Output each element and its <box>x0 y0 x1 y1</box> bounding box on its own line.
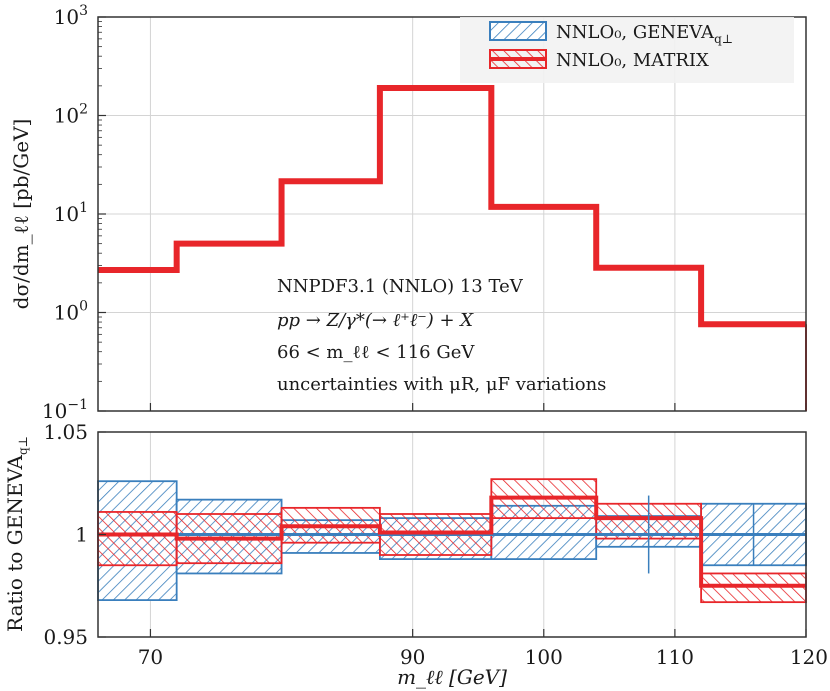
legend-label-geneva: NNLO₀, GENEVAq⊥ <box>556 22 733 46</box>
y-tick-label: 103 <box>54 3 88 29</box>
y-tick-label: 1 <box>75 523 88 547</box>
x-tick-label: 110 <box>656 645 694 669</box>
y-tick-label: 102 <box>54 102 88 128</box>
y-tick-label: 101 <box>54 200 88 226</box>
x-tick-label: 70 <box>138 645 163 669</box>
x-tick-label: 120 <box>790 645 828 669</box>
y-tick-label: 10−1 <box>42 397 88 423</box>
main-panel: 10−1 100 101 102 103 NNLO₀, GENEVAq⊥ NNLO₀, … <box>9 3 807 423</box>
y-tick-label: 100 <box>54 299 88 325</box>
annotation-pdf: NNPDF3.1 (NNLO) 13 TeV <box>277 276 524 297</box>
legend-label-matrix: NNLO₀, MATRIX <box>556 50 709 71</box>
legend: NNLO₀, GENEVAq⊥ NNLO₀, MATRIX <box>460 17 794 83</box>
uncertainty-band-matrix <box>97 511 178 567</box>
ratio-panel: 0.95 1 1.05 70 90 100 110 120 Ratio to GENEVAq… <box>3 420 828 689</box>
annotation-mass-range: 66 < m_ℓℓ < 116 GeV <box>277 342 475 363</box>
x-axis-label: m_ℓℓ [GeV] <box>397 665 507 689</box>
annotations: NNPDF3.1 (NNLO) 13 TeV pp → Z/γ*(→ ℓ⁺ℓ⁻)… <box>277 276 606 395</box>
x-tick-label: 100 <box>525 645 563 669</box>
ratio-line-matrix <box>98 495 806 588</box>
uncertainty-band-matrix <box>700 572 807 604</box>
ratio-y-axis-label: Ratio to GENEVAq⊥ <box>3 436 30 632</box>
main-y-axis-label: dσ/dm_ℓℓ [pb/GeV] <box>9 119 33 310</box>
y-tick-label: 1.05 <box>43 420 88 444</box>
series-line-matrix <box>98 85 806 328</box>
y-tick-label: 0.95 <box>43 625 88 649</box>
ratio-series <box>98 495 806 588</box>
legend-swatch-geneva <box>489 21 547 41</box>
x-tick-label: 90 <box>400 645 425 669</box>
main-y-ticks: 10−1 100 101 102 103 <box>42 3 106 423</box>
annotation-process: pp → Z/γ*(→ ℓ⁺ℓ⁻) + X <box>277 310 474 331</box>
annotation-uncertainties: uncertainties with μR, μF variations <box>277 374 606 395</box>
ratio-y-ticks: 0.95 1 1.05 <box>43 420 106 649</box>
ratio-x-ticks: 70 90 100 110 120 <box>138 629 828 669</box>
